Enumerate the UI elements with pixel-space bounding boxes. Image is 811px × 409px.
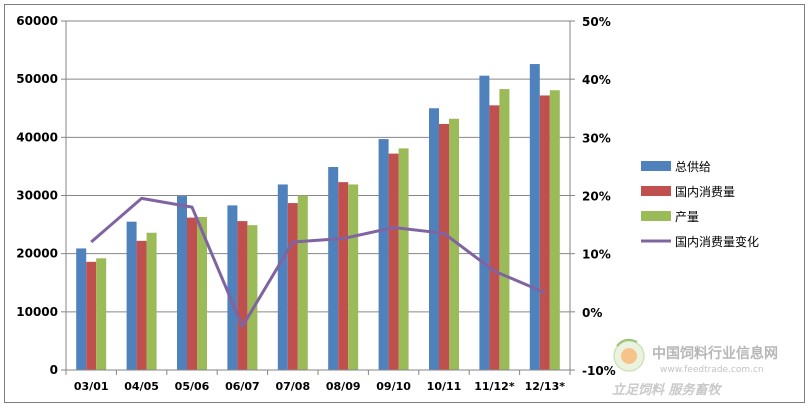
right-axis-tick-label: 30% (582, 131, 611, 145)
bar-总供给 (177, 196, 187, 370)
left-axis-tick-label: 10000 (16, 305, 58, 319)
bar-国内消费量 (287, 203, 298, 370)
bar-国内消费量 (86, 261, 97, 370)
bar-产量 (499, 89, 510, 371)
right-axis-tick-label: 40% (582, 73, 611, 87)
bar-总供给 (378, 139, 389, 370)
bar-总供给 (429, 108, 439, 370)
bar-国内消费量 (439, 123, 449, 370)
x-axis-tick-label: 09/10 (376, 380, 411, 393)
bar-国内消费量 (338, 182, 349, 370)
left-axis-tick-label: 50000 (16, 72, 58, 86)
bar-总供给 (76, 248, 87, 370)
left-axis-tick-label: 0 (50, 363, 58, 377)
legend-label: 总供给 (675, 160, 711, 174)
bar-国内消费量 (187, 217, 197, 370)
right-axis-tick-label: 50% (582, 15, 611, 29)
bar-总供给 (529, 64, 540, 370)
line-layer (90, 196, 546, 328)
left-axis-tick-label: 60000 (16, 14, 58, 28)
right-axis-tick-label: 10% (582, 248, 611, 262)
x-axis-tick-label: 10/11 (427, 380, 462, 393)
bar-国内消费量 (388, 153, 399, 370)
right-axis-tick-label: -10% (582, 364, 616, 378)
x-axis-tick-label: 07/08 (275, 380, 310, 393)
legend-label: 产量 (675, 210, 699, 224)
bar-国内消费量 (539, 95, 550, 370)
right-axis-tick-label: 0% (582, 306, 602, 320)
x-axis-tick-label: 08/09 (326, 380, 361, 393)
bar-国内消费量 (237, 221, 248, 370)
watermark-url: www.feedtrade.com.cn (660, 365, 764, 375)
left-axis-tick-label: 40000 (16, 130, 58, 144)
left-axis-tick-label: 20000 (16, 247, 58, 261)
right-axis-tick-label: 20% (582, 190, 611, 204)
x-axis-tick-label: 12/13* (525, 380, 566, 393)
bar-产量 (398, 148, 409, 370)
bar-产量 (297, 195, 308, 370)
legend-label: 国内消费量变化 (675, 234, 759, 249)
x-axis-tick-label: 04/05 (124, 380, 159, 393)
bar-国内消费量 (136, 240, 147, 370)
axes-layer (61, 20, 575, 375)
bar-国内消费量 (489, 105, 500, 370)
x-axis-tick-label: 11/12* (474, 380, 515, 393)
bar-总供给 (328, 166, 339, 370)
watermark-site-name: 中国饲料行业信息网 (652, 345, 778, 362)
watermark: 中国饲料行业信息网 www.feedtrade.com.cn 立足饲料 服务畜牧 (612, 338, 778, 398)
bar-产量 (549, 90, 560, 371)
bar-产量 (146, 232, 157, 370)
legend-swatch (641, 161, 671, 171)
bar-产量 (449, 118, 459, 370)
bar-总供给 (277, 184, 288, 370)
bar-总供给 (479, 75, 490, 370)
bar-产量 (348, 184, 359, 370)
line-国内消费量变化 (90, 196, 546, 328)
legend-swatch (641, 211, 671, 221)
bar-产量 (197, 217, 207, 370)
x-axis-tick-label: 06/07 (225, 380, 260, 393)
right-axis-tick-labels: -10% 0% 10% 20% 30% 40% 50% (582, 15, 616, 378)
bar-总供给 (126, 221, 137, 370)
watermark-logo-icon (613, 338, 645, 372)
left-axis-tick-labels: 0 10000 20000 30000 40000 50000 60000 (16, 14, 58, 377)
x-axis-tick-labels: 03/01 04/05 05/06 06/07 07/08 08/09 09/10 10/11… (74, 380, 565, 393)
bar-产量 (96, 258, 107, 370)
bar-总供给 (227, 205, 238, 370)
watermark-slogan: 立足饲料 服务畜牧 (612, 382, 723, 398)
x-axis-tick-label: 05/06 (175, 380, 210, 393)
bar-产量 (247, 225, 258, 370)
left-axis-tick-label: 30000 (16, 189, 58, 203)
x-axis-tick-label: 03/01 (74, 380, 109, 393)
legend-label: 国内消费量 (675, 185, 735, 199)
legend-swatch (641, 186, 671, 196)
bars-layer (76, 64, 560, 371)
